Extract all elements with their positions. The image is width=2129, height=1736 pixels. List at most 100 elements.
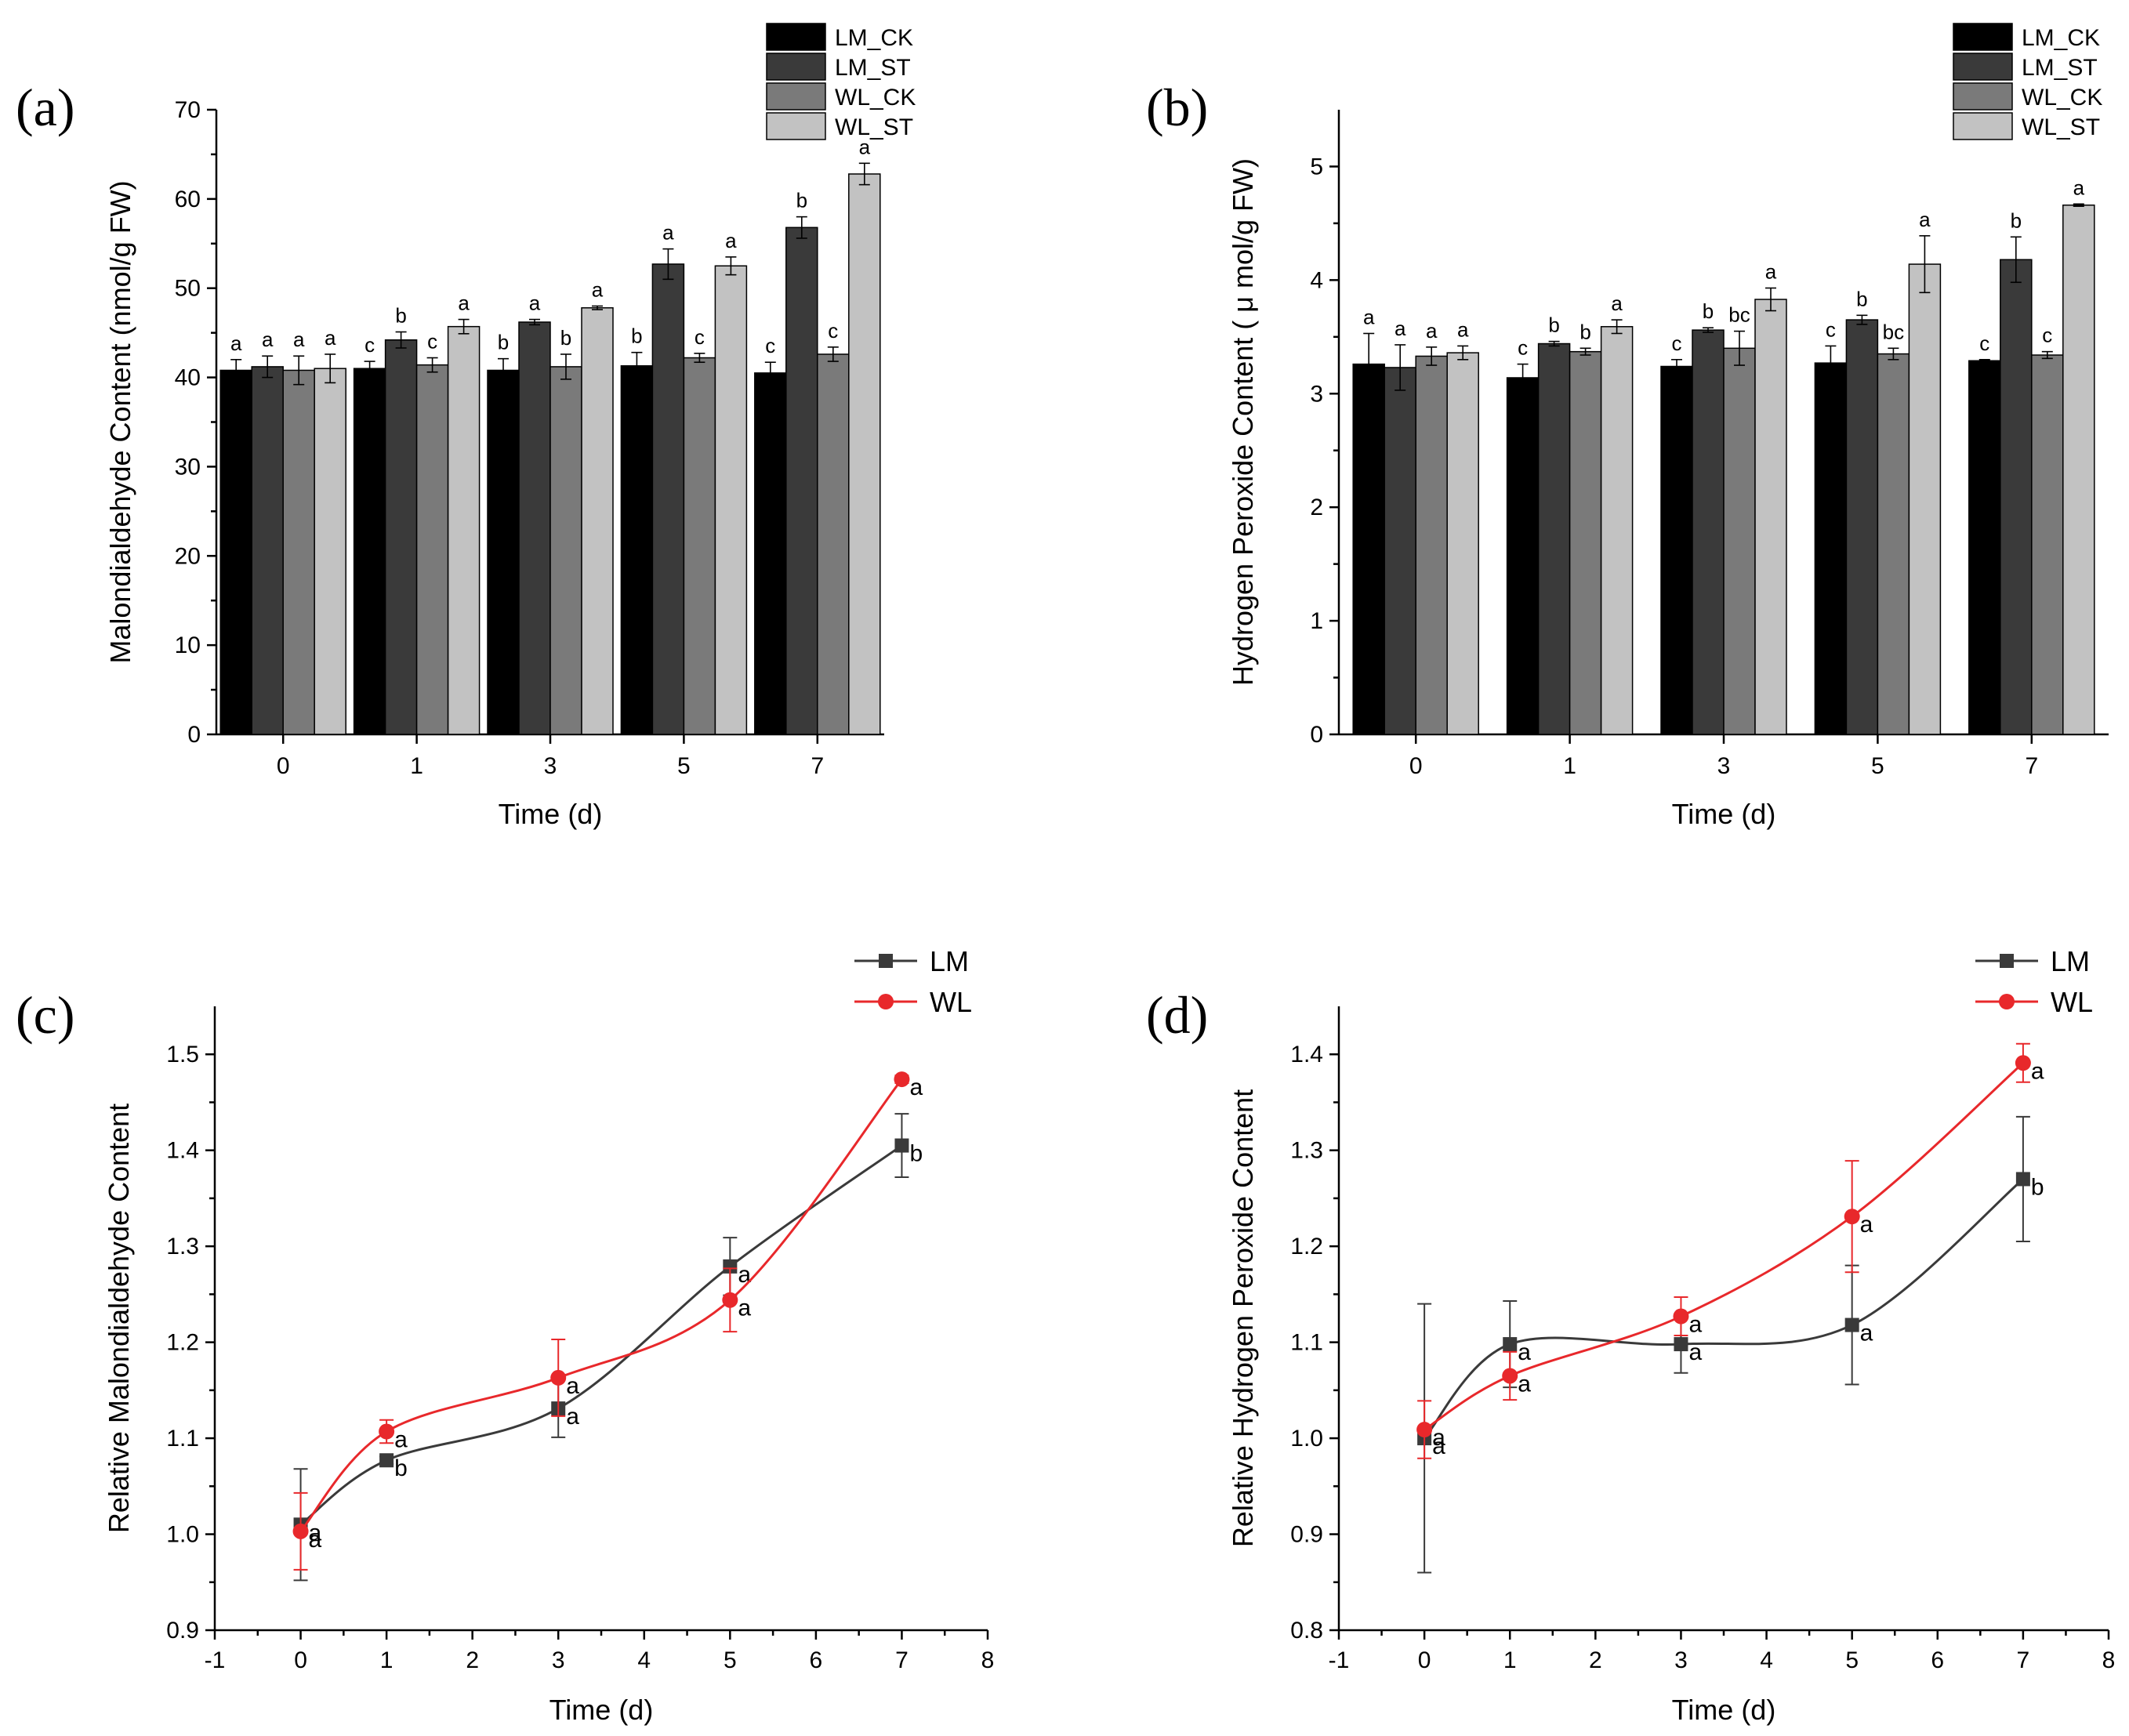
y-axis-label: Hydrogen Peroxide Content ( μ mol/g FW) bbox=[1227, 158, 1259, 686]
bar-WL_CK-0 bbox=[1415, 355, 1448, 735]
legend-label-WL: WL bbox=[930, 986, 972, 1018]
x-tick-label: 4 bbox=[1760, 1647, 1773, 1673]
data-point-WL bbox=[379, 1423, 395, 1440]
significance-letter-WL: a bbox=[1688, 1312, 1702, 1338]
bar-WL_CK-5 bbox=[683, 357, 716, 735]
x-tick-label: 8 bbox=[2102, 1647, 2116, 1673]
significance-letter: a bbox=[293, 328, 305, 351]
legend-swatch-LM_CK bbox=[766, 23, 826, 51]
significance-letter: b bbox=[1856, 287, 1867, 310]
legend-label-WL: WL bbox=[2051, 986, 2093, 1018]
y-tick-label: 1.4 bbox=[1290, 1042, 1323, 1067]
y-axis-label: Relative Hydrogen Peroxide Content bbox=[1227, 1089, 1259, 1547]
data-point-LM bbox=[1844, 1317, 1859, 1332]
x-axis-label: Time (d) bbox=[549, 1694, 654, 1726]
significance-letter-LM: b bbox=[909, 1141, 923, 1167]
y-tick-label: 20 bbox=[175, 543, 201, 569]
significance-letter: c bbox=[2042, 324, 2052, 347]
legend-label-WL_ST: WL_ST bbox=[835, 114, 913, 140]
x-tick-label: 1 bbox=[380, 1647, 394, 1673]
bar-LM_ST-7 bbox=[785, 227, 818, 735]
legend-label-LM: LM bbox=[2051, 945, 2090, 977]
x-axis-label: Time (d) bbox=[1672, 798, 1776, 830]
significance-letter-WL: a bbox=[394, 1427, 408, 1453]
y-tick-label: 10 bbox=[175, 632, 201, 658]
x-tick-label: 6 bbox=[810, 1647, 823, 1673]
x-tick-label: 5 bbox=[724, 1647, 737, 1673]
significance-letter: c bbox=[1979, 332, 1989, 355]
y-tick-label: 1.0 bbox=[1290, 1426, 1323, 1451]
data-point-LM bbox=[1674, 1337, 1688, 1352]
bar-WL_ST-7 bbox=[2062, 204, 2095, 735]
bar-LM_CK-0 bbox=[219, 369, 252, 735]
significance-letter: c bbox=[765, 334, 775, 357]
bar-WL_ST-1 bbox=[447, 325, 481, 735]
panel-b: (b) 0 1 2 3 4 5 Time (d) Hydrogen Peroxide Conte… bbox=[1146, 23, 2109, 830]
legend-label-WL_ST: WL_ST bbox=[2022, 114, 2100, 140]
significance-letter-WL: a bbox=[309, 1527, 322, 1553]
y-tick-label: 1.3 bbox=[1290, 1138, 1323, 1164]
significance-letter: bc bbox=[1883, 320, 1904, 343]
bar-WL_ST-3 bbox=[1754, 299, 1787, 735]
legend-swatch-WL_CK bbox=[766, 82, 826, 111]
significance-letter: b bbox=[395, 304, 406, 328]
bar-WL_ST-5 bbox=[714, 265, 748, 735]
y-tick-label: 1.1 bbox=[166, 1426, 199, 1451]
x-tick-label: 1 bbox=[1503, 1647, 1517, 1673]
legend-label-LM_ST: LM_ST bbox=[835, 55, 911, 81]
series-line-WL bbox=[299, 1078, 903, 1532]
x-tick-label: 6 bbox=[1931, 1647, 1944, 1673]
significance-letter: c bbox=[1826, 317, 1836, 341]
significance-letter: a bbox=[1919, 208, 1931, 231]
significance-letter: a bbox=[262, 328, 274, 351]
bar-WL_ST-0 bbox=[314, 368, 346, 735]
significance-letter: a bbox=[1363, 305, 1375, 328]
legend-marker-WL bbox=[1999, 994, 2015, 1009]
legend-label-WL_CK: WL_CK bbox=[835, 85, 916, 111]
bar-LM_ST-1 bbox=[384, 339, 418, 735]
significance-letter-WL: a bbox=[738, 1296, 751, 1321]
significance-letter: a bbox=[529, 292, 541, 315]
bar-LM_ST-0 bbox=[1384, 367, 1416, 735]
y-tick-label: 1.3 bbox=[166, 1234, 199, 1259]
x-tick-label: 0 bbox=[1418, 1647, 1431, 1673]
y-tick-label: 60 bbox=[175, 187, 201, 212]
bar-LM_CK-5 bbox=[620, 365, 654, 735]
bar-LM_ST-3 bbox=[1692, 329, 1725, 735]
y-tick-label: 5 bbox=[1310, 154, 1323, 179]
significance-letter: b bbox=[2011, 208, 2022, 232]
bar-WL_CK-5 bbox=[1877, 353, 1910, 735]
x-tick-label: 0 bbox=[277, 753, 290, 779]
y-tick-label: 1.2 bbox=[166, 1330, 199, 1356]
significance-letter: a bbox=[662, 221, 674, 245]
legend-label-LM_ST: LM_ST bbox=[2022, 55, 2098, 81]
x-tick-label: 3 bbox=[1674, 1647, 1688, 1673]
legend-label-LM: LM bbox=[930, 945, 969, 977]
bar-WL_CK-7 bbox=[817, 353, 850, 735]
significance-letter: b bbox=[796, 189, 807, 212]
legend-swatch-LM_ST bbox=[766, 53, 826, 81]
legend-label-LM_CK: LM_CK bbox=[835, 25, 913, 51]
data-point-WL bbox=[722, 1292, 738, 1308]
y-tick-label: 0 bbox=[1310, 722, 1323, 748]
significance-letter-WL: a bbox=[2031, 1058, 2044, 1084]
x-tick-label: 0 bbox=[1409, 753, 1423, 779]
x-tick-label: 0 bbox=[294, 1647, 307, 1673]
data-point-LM bbox=[2015, 1172, 2030, 1187]
y-tick-label: 0.8 bbox=[1290, 1618, 1323, 1644]
data-point-WL bbox=[1502, 1368, 1518, 1384]
bar-LM_ST-3 bbox=[518, 321, 551, 735]
x-tick-label: 3 bbox=[544, 753, 557, 779]
significance-letter: a bbox=[325, 326, 336, 350]
significance-letter-LM: b bbox=[2031, 1174, 2044, 1200]
legend-marker-LM bbox=[879, 954, 893, 968]
y-tick-label: 1.0 bbox=[166, 1522, 199, 1548]
y-tick-label: 70 bbox=[175, 97, 201, 123]
y-tick-label: 1.1 bbox=[1290, 1330, 1323, 1356]
significance-letter: c bbox=[1672, 332, 1682, 355]
x-tick-label: 5 bbox=[1871, 753, 1884, 779]
significance-letter-LM: a bbox=[1688, 1339, 1702, 1365]
bar-WL_ST-7 bbox=[848, 173, 881, 735]
